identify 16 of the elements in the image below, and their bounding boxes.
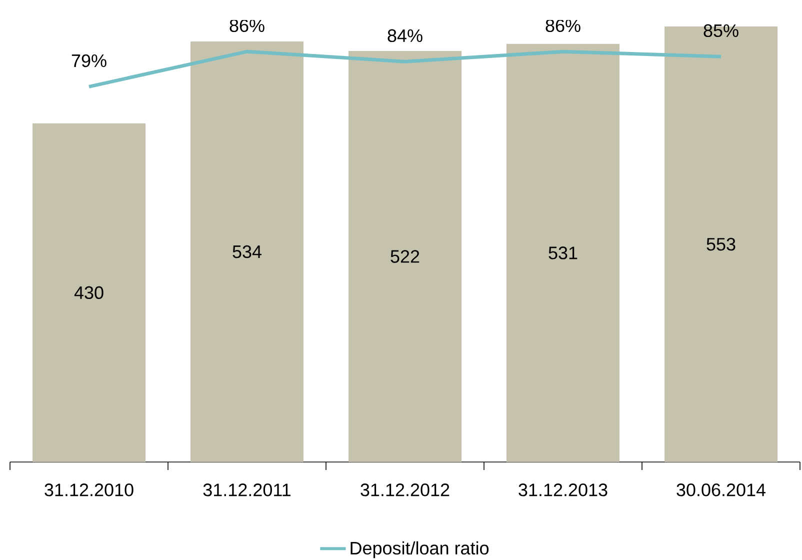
data-label: 522 (390, 250, 420, 263)
data-label: 553 (706, 238, 736, 251)
x-tick-label: 31.12.2011 (203, 484, 290, 496)
data-label: 79% (72, 54, 106, 68)
x-tick-label: 31.12.2013 (518, 484, 608, 496)
data-label: 430 (74, 286, 104, 300)
data-label: 86% (230, 19, 264, 32)
data-label: 531 (548, 246, 578, 260)
data-label: 86% (546, 19, 580, 32)
data-label: 84% (388, 29, 422, 42)
legend-label: Deposit/loan ratio (350, 541, 489, 558)
x-tick-label: 30.06.2014 (676, 484, 766, 496)
data-label: 85% (704, 24, 738, 38)
data-label: 534 (232, 245, 262, 258)
x-tick-label: 31.12.2010 (44, 484, 134, 496)
x-tick-label: 31.12.2012 (360, 484, 450, 496)
